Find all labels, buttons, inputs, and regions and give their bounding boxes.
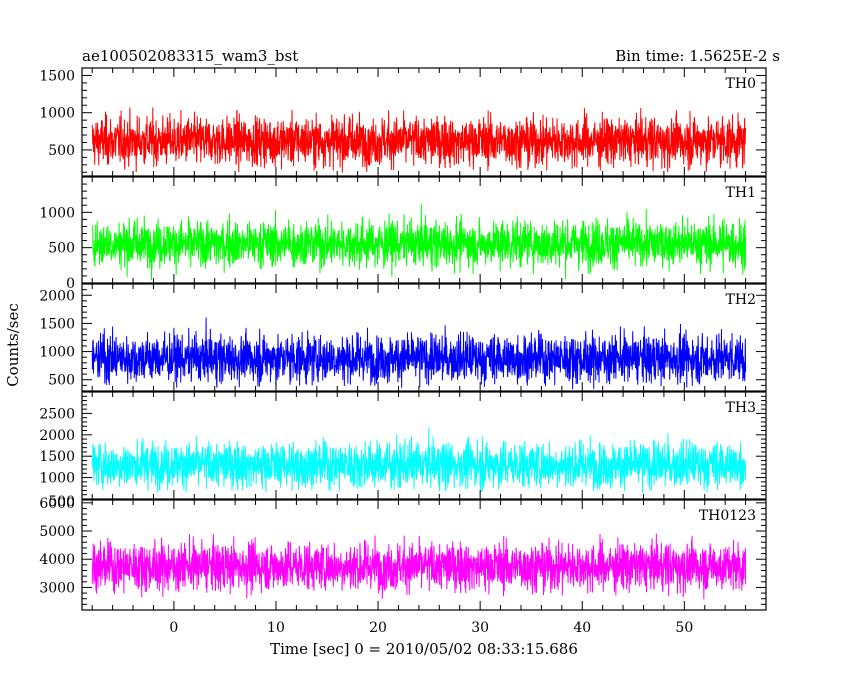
series-th3-trace: [91, 427, 747, 493]
y-tick-label: 5000: [39, 524, 75, 540]
y-tick-label: 1000: [39, 345, 75, 361]
panel-th2: 500 1000 1500 2000 TH2: [39, 283, 767, 392]
panel-name-label: TH1: [726, 185, 756, 201]
series-th1-trace: [91, 204, 747, 281]
panel-frame: [81, 176, 767, 284]
y-axis-label: Counts/sec: [4, 303, 22, 387]
x-tick-label: 50: [675, 620, 693, 636]
panel-th1: 0 500 1000 TH1: [39, 176, 767, 292]
y-tick-label: 3000: [39, 580, 75, 596]
chart-title-left: ae100502083315_wam3_bst: [82, 47, 298, 65]
panel-frame: [81, 67, 767, 177]
y-tick-label: 1000: [39, 106, 75, 122]
y-tick-label: 0: [66, 276, 75, 292]
th3-partial-tick-label: 500: [48, 494, 75, 510]
y-tick-label: 1500: [39, 316, 75, 332]
panel-name-label: TH0: [726, 76, 756, 92]
y-tick-label: 1000: [39, 205, 75, 221]
series-th0123-trace: [91, 533, 747, 600]
panel-th0123: 3000 4000 5000 6000 TH0123: [39, 496, 767, 611]
panel-name-label: TH0123: [699, 508, 756, 524]
panel-frame: [81, 391, 767, 500]
series-th0-trace: [91, 107, 747, 173]
y-tick-label: 2000: [39, 288, 75, 304]
series-th2-trace: [91, 317, 747, 390]
x-axis-label: Time [sec] 0 = 2010/05/02 08:33:15.686: [270, 640, 578, 658]
y-tick-label: 2500: [39, 406, 75, 422]
panel-frame: [81, 499, 767, 611]
x-tick-label: 20: [369, 620, 387, 636]
y-tick-label: 6000: [39, 496, 75, 512]
y-tick-label: 500: [48, 241, 75, 257]
panel-name-label: TH2: [726, 292, 756, 308]
y-tick-label: 1000: [39, 471, 75, 487]
y-tick-label: 500: [48, 143, 75, 159]
panel-th3: 1000 1500 2000 2500 TH3: [39, 391, 767, 500]
x-tick-label: 0: [169, 620, 178, 636]
x-tick-label: 10: [267, 620, 285, 636]
x-tick-label: 30: [471, 620, 489, 636]
panel-frame: [81, 283, 767, 392]
y-tick-label: 2000: [39, 428, 75, 444]
panel-name-label: TH3: [726, 400, 756, 416]
x-tick-label: 40: [573, 620, 591, 636]
y-tick-label: 4000: [39, 552, 75, 568]
panel-th0: 500 1000 1500 TH0: [39, 67, 767, 177]
y-tick-label: 1500: [39, 68, 75, 84]
y-tick-label: 1500: [39, 449, 75, 465]
chart-title-right: Bin time: 1.5625E-2 s: [615, 47, 780, 65]
y-tick-label: 500: [48, 373, 75, 389]
